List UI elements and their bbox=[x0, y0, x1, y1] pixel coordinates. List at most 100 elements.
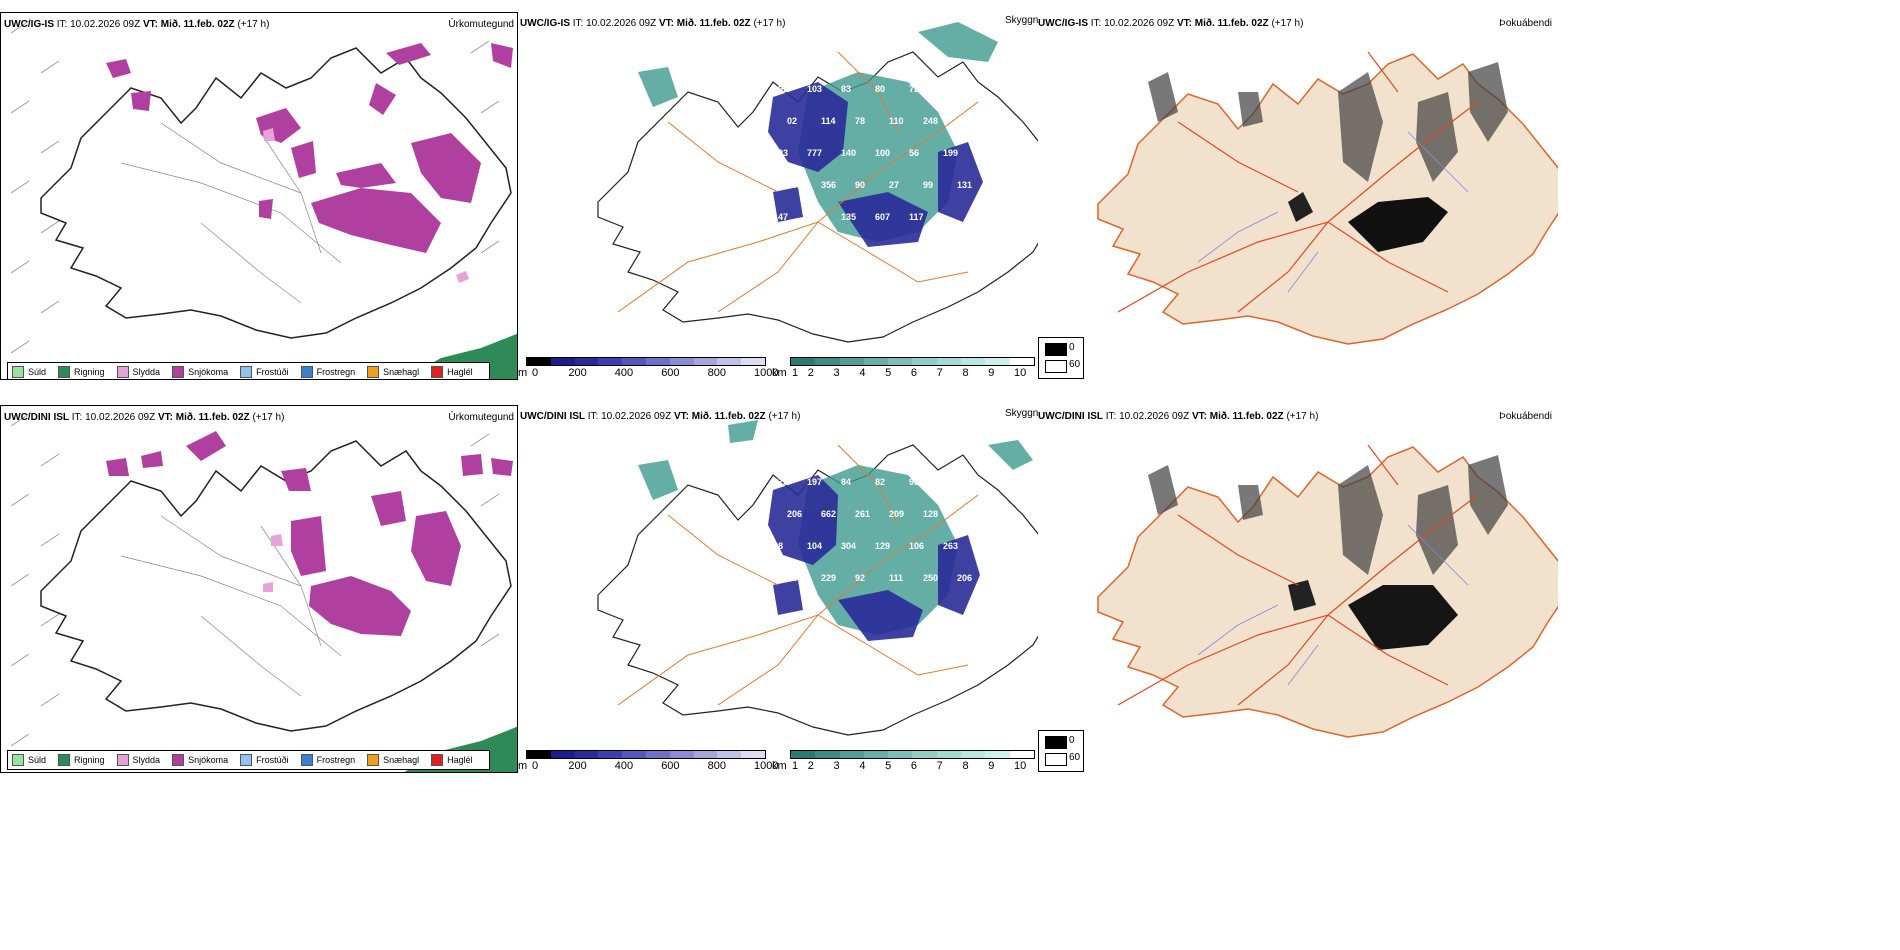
visibility-value-label: 249 bbox=[787, 573, 802, 583]
precip-legend-swatch bbox=[12, 754, 24, 766]
colorbar-segment bbox=[622, 751, 646, 758]
colorbar-segment bbox=[741, 751, 765, 758]
precip-legend: Súld Rigning Slydda Snjókoma Frostúði Frostre… bbox=[7, 750, 490, 770]
visibility-value-label: 197 bbox=[807, 477, 822, 487]
visibility-value-label: 248 bbox=[923, 116, 938, 126]
precip-panel-top: UWC/IG-IS IT: 10.02.2026 09Z VT: Mið. 11… bbox=[0, 12, 518, 380]
visibility-value-label: 114 bbox=[821, 116, 836, 126]
colorbar-tick: 0 bbox=[532, 760, 539, 772]
visibility-value-label: 413 bbox=[957, 509, 972, 519]
visibility-value-label: 90 bbox=[855, 180, 865, 190]
precip-legend-label: Snjókoma bbox=[188, 367, 229, 377]
colorbar-segment bbox=[527, 751, 551, 758]
visibility-value-label: 263 bbox=[943, 541, 958, 551]
init-time: IT: 10.02.2026 09Z bbox=[71, 412, 156, 423]
colorbar-segment bbox=[717, 751, 742, 758]
colorbar-segment bbox=[888, 358, 913, 365]
colorbar-tick: 1 bbox=[792, 367, 799, 379]
colorbar-segment bbox=[936, 358, 962, 365]
precip-legend-item: Rigning bbox=[58, 366, 105, 378]
model-name: UWC/IG-IS bbox=[4, 19, 54, 30]
precip-legend-label: Frostregn bbox=[316, 755, 356, 765]
visibility-value-label: 206 bbox=[957, 573, 972, 583]
colorbar-tick: 7 bbox=[936, 367, 943, 379]
visibility-value-label: 493 bbox=[773, 148, 788, 158]
colorbar-tick: 10 bbox=[1014, 760, 1027, 772]
visibility-value-label: 131 bbox=[957, 180, 972, 190]
model-name: UWC/DINI ISL bbox=[520, 411, 585, 422]
fog-swatch-dark bbox=[1045, 736, 1067, 749]
colorbar-tick: 8 bbox=[962, 760, 969, 772]
visibility-value-label: 206 bbox=[787, 509, 802, 519]
precip-legend-label: Snæhagl bbox=[383, 755, 420, 765]
visibility-panel-top: 192 103 83 80 72 55 02 114 78 110 248 138 493 777 140 1… bbox=[518, 12, 1038, 380]
fog-legend-top: 0 bbox=[1069, 735, 1075, 746]
colorbar-segment bbox=[839, 358, 864, 365]
precip-legend-swatch bbox=[116, 366, 129, 378]
init-time: IT: 10.02.2026 09Z bbox=[572, 18, 657, 29]
visibility-value-label: 201 bbox=[787, 180, 802, 190]
precip-legend-item: Frostúði bbox=[240, 754, 289, 766]
precip-legend-swatch bbox=[367, 754, 380, 766]
visibility-value-label: 192 bbox=[773, 84, 788, 94]
init-time: IT: 10.02.2026 09Z bbox=[56, 19, 141, 30]
precip-legend-item: Frostregn bbox=[300, 366, 355, 378]
fog-panel-label: Þokuábendi bbox=[1499, 411, 1552, 422]
precip-map bbox=[10, 413, 517, 772]
colorbar-tick: 10 bbox=[1014, 367, 1027, 379]
precip-legend-label: Frostúði bbox=[256, 367, 289, 377]
init-time: IT: 10.02.2026 09Z bbox=[587, 411, 672, 422]
fog-swatch-light bbox=[1045, 360, 1067, 373]
visibility-value-label: 02 bbox=[787, 116, 797, 126]
precip-legend-swatch bbox=[431, 754, 444, 766]
visibility-value-label: 84 bbox=[841, 477, 851, 487]
valid-time: VT: Mið. 11.feb. 02Z bbox=[673, 411, 766, 422]
colorbar-segment bbox=[669, 358, 694, 365]
precip-legend-swatch bbox=[431, 366, 444, 378]
fog-panel-top: UWC/IG-IS IT: 10.02.2026 09Z VT: Mið. 11… bbox=[1038, 12, 1558, 380]
fog-legend: 0 60 bbox=[1038, 337, 1084, 379]
valid-time: VT: Mið. 11.feb. 02Z bbox=[658, 18, 751, 29]
colorbar-segment bbox=[985, 751, 1010, 758]
precip-legend-swatch bbox=[240, 754, 253, 766]
terrain-unit: m bbox=[518, 760, 528, 772]
visibility-value-label: 229 bbox=[821, 573, 836, 583]
visibility-value-label: 96 bbox=[909, 477, 919, 487]
colorbar-tick: 400 bbox=[614, 760, 634, 772]
fog-map bbox=[1097, 444, 1558, 738]
colorbar-tick: 0 bbox=[532, 367, 539, 379]
visibility-value-label: 103 bbox=[807, 84, 822, 94]
precip-panel-bottom: UWC/DINI ISL IT: 10.02.2026 09Z VT: Mið.… bbox=[0, 405, 518, 773]
lead-time: (+17 h) bbox=[768, 411, 801, 422]
visibility-value-label: 250 bbox=[923, 573, 938, 583]
visibility-panel-title: UWC/IG-IS IT: 10.02.2026 09Z VT: Mið. 11… bbox=[520, 18, 785, 29]
precip-legend-label: Snjókoma bbox=[188, 755, 229, 765]
precip-panel-label: Úrkomutegund bbox=[448, 412, 514, 423]
colorbar-segment bbox=[1009, 751, 1034, 758]
colorbar-segment bbox=[717, 358, 742, 365]
fog-legend-top: 0 bbox=[1069, 342, 1075, 353]
colorbar-tick: 9 bbox=[988, 760, 995, 772]
precip-legend-item: Frostregn bbox=[300, 754, 356, 766]
valid-time: VT: Mið. 11.feb. 02Z bbox=[1176, 18, 1269, 29]
visibility-value-label: 135 bbox=[841, 212, 856, 222]
colorbar-segment bbox=[574, 751, 599, 758]
visibility-value-label: 129 bbox=[875, 541, 890, 551]
visibility-value-label: 55 bbox=[943, 84, 953, 94]
colorbar-segment bbox=[622, 358, 646, 365]
colorbar-tick: 1000 bbox=[754, 367, 779, 379]
visibility-value-label: 209 bbox=[889, 509, 904, 519]
precip-legend-label: Frostúði bbox=[256, 755, 289, 765]
precip-legend-label: Slydda bbox=[132, 367, 161, 377]
precip-legend-swatch bbox=[12, 366, 24, 378]
precip-legend-swatch bbox=[300, 366, 313, 378]
colorbar-tick: 7 bbox=[936, 760, 943, 772]
visibility-value-label: 128 bbox=[923, 509, 938, 519]
precip-legend-label: Rigning bbox=[74, 755, 105, 765]
colorbar-tick: 800 bbox=[707, 760, 726, 772]
precip-panel-label: Úrkomutegund bbox=[448, 19, 514, 30]
precip-legend-item: Haglél bbox=[431, 754, 473, 766]
colorbar-tick: 2 bbox=[807, 760, 814, 772]
precip-legend: Súld Rigning Slydda Snjókoma Frostúði Frostre… bbox=[7, 362, 490, 379]
precip-legend-item: Rigning bbox=[58, 754, 105, 766]
